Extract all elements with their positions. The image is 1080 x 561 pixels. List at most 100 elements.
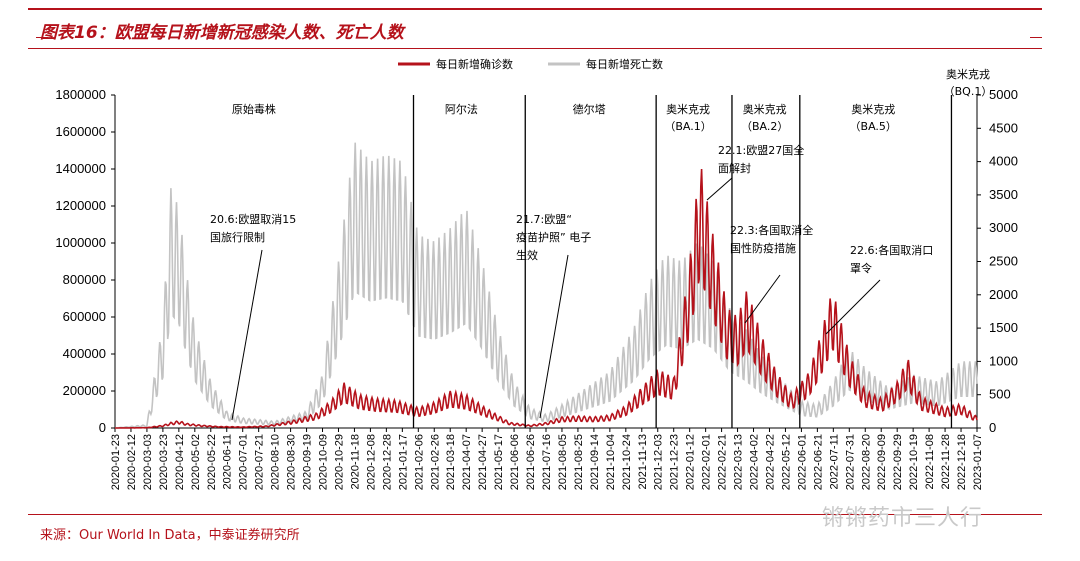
footer-rule (28, 514, 1042, 515)
annotation-pointer (706, 177, 733, 201)
left-tick-label: 1800000 (55, 87, 106, 102)
event-annotation: 21.7:欧盟“ (516, 213, 572, 226)
x-tick-label: 2021-08-05 (557, 434, 569, 490)
x-tick-label: 2020-12-28 (381, 434, 393, 490)
x-tick-label: 2020-02-12 (126, 434, 138, 490)
left-tick-label: 400000 (63, 346, 106, 361)
x-tick-label: 2022-02-01 (701, 434, 713, 490)
period-label: 阿尔法 (445, 102, 478, 116)
x-tick-label: 2021-01-17 (397, 434, 409, 490)
annotation-pointer (539, 254, 569, 419)
x-tick-label: 2020-03-03 (142, 434, 154, 490)
x-tick-label: 2021-11-13 (637, 434, 649, 489)
x-tick-label: 2022-12-18 (956, 434, 968, 490)
x-tick-label: 2021-06-06 (509, 434, 521, 490)
x-tick-label: 2021-04-27 (477, 434, 489, 490)
left-tick-label: 1600000 (55, 124, 106, 139)
x-tick-label: 2021-02-26 (429, 434, 441, 490)
event-annotation: 国旅行限制 (210, 230, 265, 244)
x-tick-label: 2020-06-11 (222, 434, 234, 489)
x-tick-label: 2022-07-31 (844, 434, 856, 490)
event-annotation: 国性防疫措施 (730, 241, 796, 255)
annotation-pointer (744, 274, 781, 324)
x-tick-label: 2022-06-21 (812, 434, 824, 490)
x-tick-label: 2020-07-01 (238, 434, 250, 490)
x-tick-label: 2022-07-11 (828, 434, 840, 489)
x-tick-label: 2021-12-03 (653, 434, 665, 490)
period-label: （BA.2） (741, 120, 788, 133)
x-tick-label: 2022-05-12 (780, 434, 792, 490)
event-annotation: 生效 (516, 248, 538, 262)
title-rule (28, 48, 1042, 49)
x-tick-label: 2020-08-30 (286, 434, 298, 490)
x-tick-label: 2022-11-28 (940, 434, 952, 489)
legend-deaths-label: 每日新增死亡数 (586, 57, 663, 71)
x-tick-label: 2021-12-23 (669, 434, 681, 490)
left-tick-label: 800000 (63, 272, 106, 287)
x-tick-label: 2020-05-02 (190, 434, 202, 490)
period-label: （BQ.1） (944, 85, 993, 98)
x-tick-label: 2022-10-19 (908, 434, 920, 490)
left-tick-label: 1000000 (55, 235, 106, 250)
period-label: 奥米克戎 (946, 67, 990, 81)
confirmed-series-line (115, 168, 978, 429)
event-annotation: 罩令 (850, 261, 872, 275)
x-tick-label: 2020-10-09 (318, 434, 330, 490)
source-note: 来源：Our World In Data，中泰证券研究所 (40, 528, 300, 543)
x-tick-label: 2020-01-23 (110, 434, 122, 490)
x-tick-label: 2020-12-08 (365, 434, 377, 490)
right-tick-label: 5000 (989, 87, 1018, 102)
legend-confirmed-label: 每日新增确诊数 (436, 57, 513, 71)
right-tick-label: 1000 (989, 353, 1018, 368)
x-tick-label: 2020-08-10 (270, 434, 282, 490)
right-tick-label: 500 (989, 387, 1011, 402)
x-tick-label: 2021-03-18 (445, 434, 457, 490)
right-tick-label: 4000 (989, 154, 1018, 169)
x-tick-label: 2021-02-06 (413, 434, 425, 490)
right-tick-label: 2000 (989, 287, 1018, 302)
x-tick-label: 2022-03-13 (733, 434, 745, 490)
x-tick-label: 2022-08-20 (860, 434, 872, 490)
x-tick-label: 2022-02-21 (717, 434, 729, 490)
period-label: 奥米克戎 (851, 102, 895, 116)
right-tick-label: 3500 (989, 187, 1018, 202)
event-annotation: 20.6:欧盟取消15 (210, 212, 296, 226)
x-tick-label: 2022-04-22 (764, 434, 776, 490)
annotation-pointer (231, 249, 263, 421)
x-tick-label: 2021-09-14 (589, 434, 601, 490)
x-tick-label: 2020-09-19 (302, 434, 314, 490)
title-right-mark (1030, 37, 1042, 38)
x-tick-label: 2020-05-22 (206, 434, 218, 490)
x-tick-label: 2021-05-17 (493, 434, 505, 490)
left-tick-label: 600000 (63, 309, 106, 324)
x-tick-label: 2021-06-26 (525, 434, 537, 490)
x-tick-label: 2022-01-12 (685, 434, 697, 490)
left-tick-label: 200000 (63, 383, 106, 398)
watermark-text: 锵锵药市三人行 (822, 506, 984, 531)
period-label: 奥米克戎 (743, 102, 787, 116)
left-tick-label: 0 (99, 420, 106, 435)
x-tick-label: 2021-08-25 (573, 434, 585, 490)
event-annotation: 22.3:各国取消全 (730, 223, 813, 237)
period-label: 奥米克戎 (666, 102, 710, 116)
period-label: 德尔塔 (573, 102, 606, 116)
x-tick-label: 2022-11-08 (924, 434, 936, 489)
right-tick-label: 2500 (989, 254, 1018, 269)
x-tick-label: 2020-03-23 (158, 434, 170, 490)
x-tick-label: 2020-10-29 (333, 434, 345, 490)
x-tick-label: 2022-09-09 (876, 434, 888, 490)
x-tick-label: 2022-06-01 (796, 434, 808, 490)
x-tick-label: 2021-07-16 (541, 434, 553, 490)
event-annotation: 面解封 (718, 161, 751, 175)
x-tick-label: 2020-07-21 (254, 434, 266, 490)
period-label: （BA.1） (664, 120, 711, 133)
event-annotation: 疫苗护照” 电子 (516, 230, 591, 244)
right-tick-label: 1500 (989, 320, 1018, 335)
title-left-mark (36, 37, 48, 38)
top-rule (28, 8, 1042, 10)
x-tick-label: 2022-09-29 (892, 434, 904, 490)
x-tick-label: 2021-10-24 (621, 434, 633, 490)
annotation-pointer (825, 279, 881, 335)
x-tick-label: 2023-01-07 (972, 434, 984, 490)
